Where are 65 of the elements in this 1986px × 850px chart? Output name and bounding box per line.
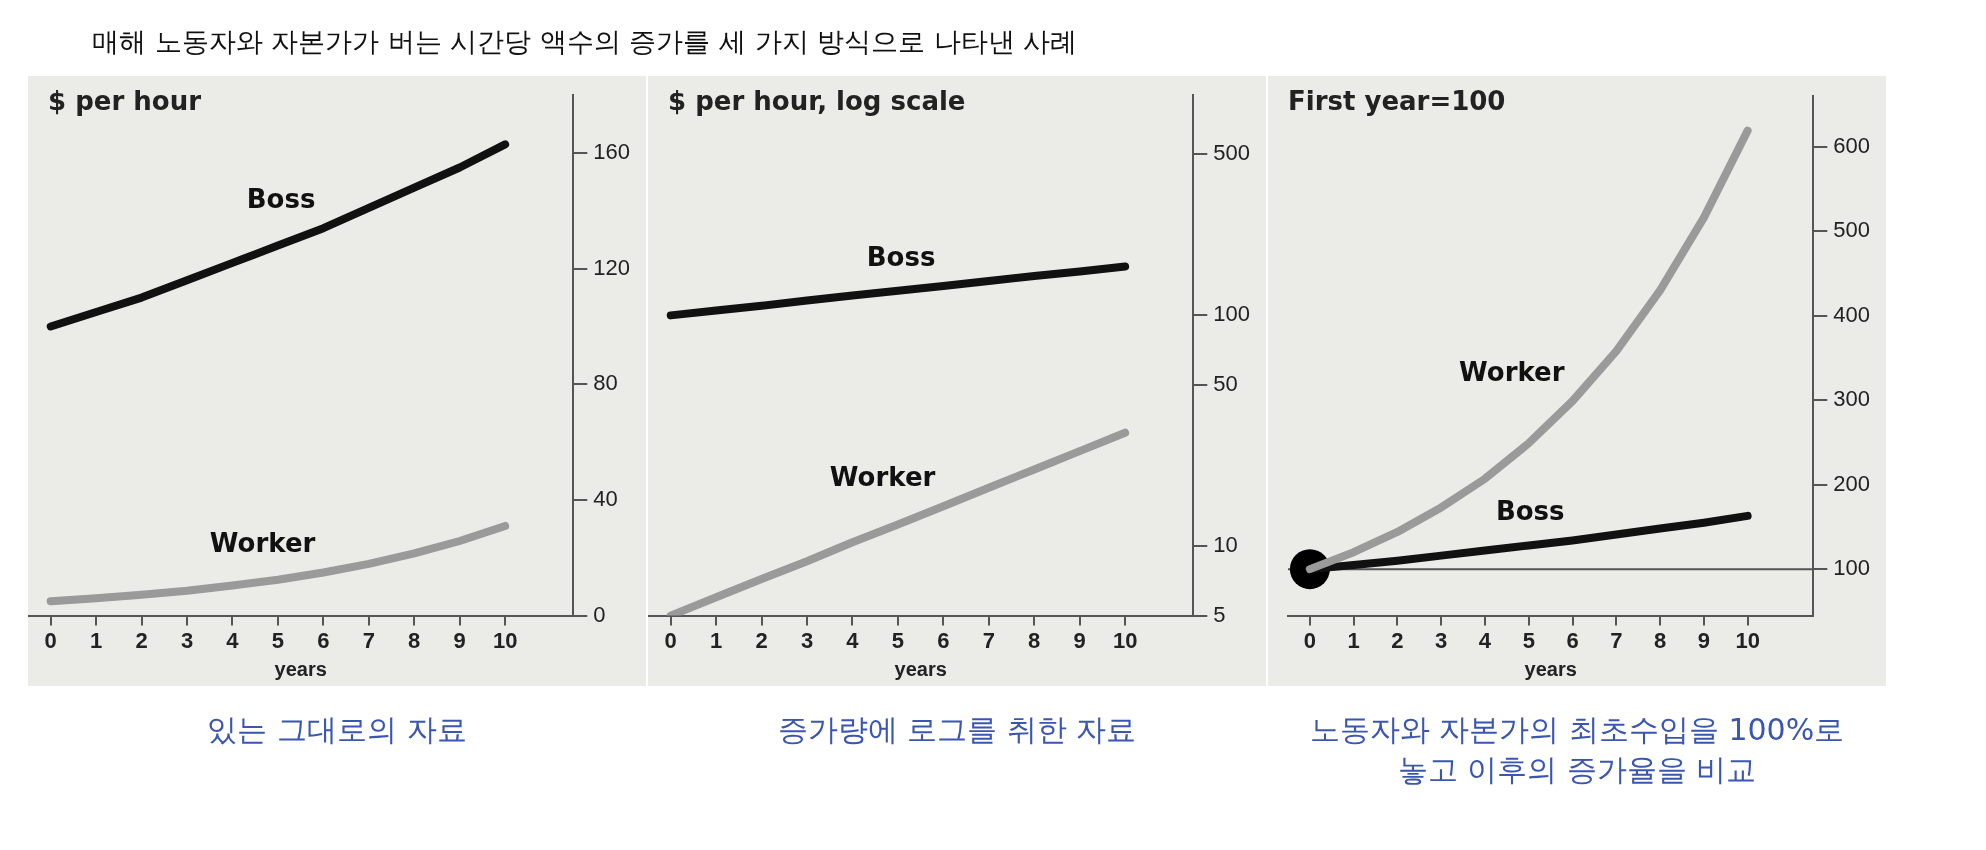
x-tick-label: 6 bbox=[937, 627, 950, 653]
y-tick-label: 500 bbox=[1213, 140, 1251, 166]
x-tick-label: 1 bbox=[710, 627, 723, 653]
x-tick-label: 10 bbox=[492, 627, 518, 653]
x-tick-label: 2 bbox=[755, 627, 768, 653]
x-tick-label: 9 bbox=[1073, 627, 1086, 653]
x-tick-label: 1 bbox=[1347, 627, 1360, 653]
x-tick-label: 2 bbox=[135, 627, 148, 653]
x-tick-label: 6 bbox=[317, 627, 330, 653]
x-tick-label: 1 bbox=[90, 627, 103, 653]
x-tick-label: 4 bbox=[1478, 627, 1492, 653]
x-tick-label: 8 bbox=[408, 627, 421, 653]
x-tick-label: 5 bbox=[891, 627, 905, 653]
y-tick-label: 300 bbox=[1833, 386, 1871, 412]
x-tick-label: 9 bbox=[453, 627, 466, 653]
x-tick-label: 7 bbox=[362, 627, 375, 653]
series-label: Boss bbox=[1495, 496, 1565, 527]
x-axis-title: years bbox=[1524, 657, 1577, 680]
x-tick-label: 4 bbox=[226, 627, 240, 653]
x-tick-label: 5 bbox=[1522, 627, 1535, 653]
chart-title: 매해 노동자와 자본가가 버는 시간당 액수의 증가를 세 가지 방식으로 나타낸 사례 bbox=[92, 25, 1078, 59]
y-tick-label: 100 bbox=[1833, 555, 1871, 581]
x-tick-label: 0 bbox=[664, 627, 677, 653]
series-label: Boss bbox=[866, 241, 936, 272]
y-tick-label: 50 bbox=[1213, 370, 1238, 396]
x-tick-label: 0 bbox=[1303, 627, 1317, 653]
text: 노동자와 자본가의 최초수입을 100%로 놓고 이후의 증가율을 비교 bbox=[1308, 711, 1846, 789]
x-axis-title: years bbox=[894, 657, 947, 680]
y-axis-title: First year=100 bbox=[1288, 85, 1506, 116]
series-label: Boss bbox=[246, 183, 316, 214]
x-tick-label: 9 bbox=[1697, 627, 1710, 653]
text: 증가량에 로그를 취한 자료 bbox=[776, 711, 1138, 749]
x-tick-label: 2 bbox=[1391, 627, 1404, 653]
series-label: Worker bbox=[829, 461, 936, 492]
x-tick-label: 7 bbox=[982, 627, 995, 653]
y-tick-label: 100 bbox=[1213, 301, 1251, 327]
x-axis-title: years bbox=[274, 657, 327, 680]
x-tick-label: 7 bbox=[1610, 627, 1623, 653]
y-tick-label: 500 bbox=[1833, 217, 1871, 243]
x-tick-label: 3 bbox=[800, 627, 814, 653]
series-label: Worker bbox=[1459, 356, 1565, 387]
series-label: Worker bbox=[209, 528, 316, 559]
x-tick-label: 4 bbox=[846, 627, 860, 653]
y-tick-label: 120 bbox=[593, 254, 631, 280]
x-tick-label: 5 bbox=[271, 627, 285, 653]
y-tick-label: 160 bbox=[593, 139, 631, 165]
x-tick-label: 3 bbox=[180, 627, 194, 653]
y-tick-label: 0 bbox=[593, 601, 606, 627]
x-tick-label: 8 bbox=[1028, 627, 1041, 653]
y-tick-label: 600 bbox=[1833, 132, 1871, 158]
y-tick-label: 200 bbox=[1833, 470, 1871, 496]
x-tick-label: 10 bbox=[1735, 627, 1760, 653]
y-tick-label: 80 bbox=[593, 370, 618, 396]
x-tick-label: 10 bbox=[1112, 627, 1138, 653]
y-axis-title: $ per hour, log scale bbox=[668, 85, 966, 116]
y-tick-label: 5 bbox=[1213, 601, 1226, 627]
text: 있는 그대로의 자료 bbox=[206, 711, 468, 749]
x-tick-label: 3 bbox=[1435, 627, 1448, 653]
y-tick-label: 10 bbox=[1213, 532, 1238, 558]
y-axis-title: $ per hour bbox=[48, 85, 202, 116]
x-tick-label: 0 bbox=[44, 627, 57, 653]
x-tick-label: 8 bbox=[1653, 627, 1667, 653]
y-tick-label: 400 bbox=[1833, 301, 1871, 327]
y-tick-label: 40 bbox=[593, 486, 618, 512]
x-tick-label: 6 bbox=[1566, 627, 1579, 653]
